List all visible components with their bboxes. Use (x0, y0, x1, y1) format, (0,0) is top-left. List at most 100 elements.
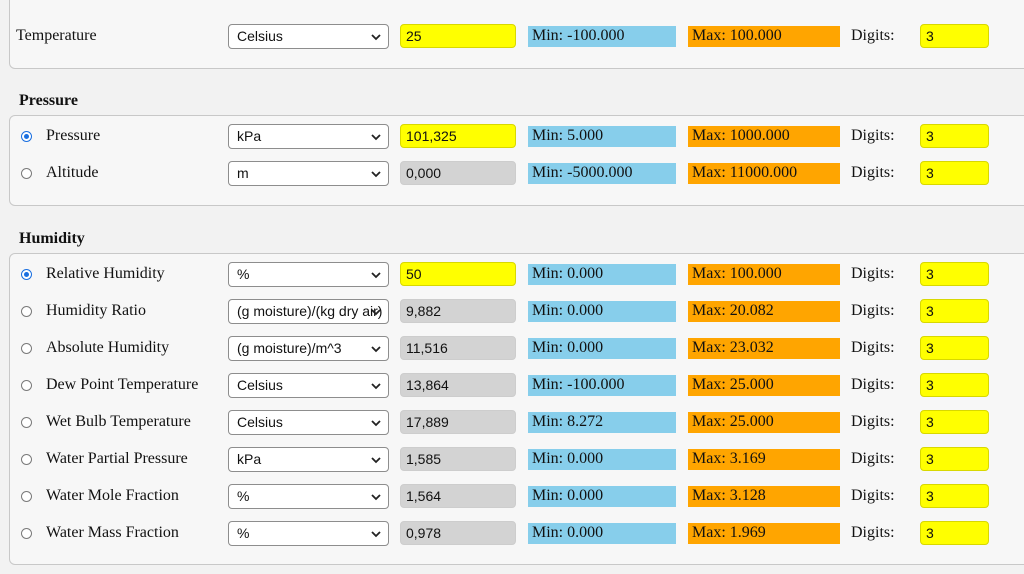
wet-bulb-temperature-digits-input[interactable]: 3 (920, 410, 989, 434)
pressure-value-input[interactable]: 101,325 (400, 124, 516, 148)
temperature-group (9, 0, 1024, 69)
pressure-max: Max: 1000.000 (688, 126, 840, 147)
water-partial-pressure-unit-value: kPa (237, 451, 262, 467)
wet-bulb-temperature-max: Max: 25.000 (688, 412, 840, 433)
water-mass-fraction-radio[interactable] (21, 528, 32, 539)
pressure-digits-input[interactable]: 3 (920, 124, 989, 148)
temperature-unit-value: Celsius (237, 28, 283, 44)
relative-humidity-label: Relative Humidity (46, 265, 165, 282)
pressure-label: Pressure (46, 127, 101, 144)
wet-bulb-temperature-radio[interactable] (21, 417, 32, 428)
dew-point-temperature-row: Dew Point Temperature Celsius 13,864 Min: -… (0, 371, 1024, 401)
altitude-digits-label: Digits: (851, 164, 895, 181)
humidity-group (9, 253, 1024, 565)
water-partial-pressure-unit-select[interactable]: kPa (228, 447, 389, 472)
altitude-value-input: 0,000 (400, 161, 516, 185)
humidity-ratio-digits-input[interactable]: 3 (920, 299, 989, 323)
chevron-down-icon (371, 171, 381, 178)
pressure-radio[interactable] (21, 131, 32, 142)
pressure-min: Min: 5.000 (528, 126, 676, 147)
absolute-humidity-digits-label: Digits: (851, 339, 895, 356)
humidity-ratio-unit-select[interactable]: (g moisture)/(kg dry air) (228, 299, 389, 324)
water-mass-fraction-max: Max: 1.969 (688, 523, 840, 544)
dew-point-temperature-unit-value: Celsius (237, 377, 283, 393)
altitude-unit-value: m (237, 165, 249, 181)
pressure-group (9, 115, 1024, 206)
absolute-humidity-radio[interactable] (21, 343, 32, 354)
temperature-digits-label: Digits: (851, 27, 895, 44)
water-mole-fraction-row: Water Mole Fraction% 1,564 Min: 0.000 Max: … (0, 482, 1024, 512)
chevron-down-icon (371, 457, 381, 464)
water-partial-pressure-label: Water Partial Pressure (46, 450, 188, 467)
relative-humidity-min: Min: 0.000 (528, 264, 676, 285)
temperature-max: Max: 100.000 (688, 26, 840, 47)
water-mole-fraction-digits-input[interactable]: 3 (920, 484, 989, 508)
water-mole-fraction-max: Max: 3.128 (688, 486, 840, 507)
dew-point-temperature-unit-select[interactable]: Celsius (228, 373, 389, 398)
humidity-ratio-radio[interactable] (21, 306, 32, 317)
wet-bulb-temperature-value-input: 17,889 (400, 410, 516, 434)
temperature-digits-input[interactable]: 3 (920, 24, 989, 48)
pressure-unit-select[interactable]: kPa (228, 124, 389, 149)
chevron-down-icon (371, 134, 381, 141)
water-partial-pressure-max: Max: 3.169 (688, 449, 840, 470)
altitude-unit-select[interactable]: m (228, 161, 389, 186)
water-mole-fraction-digits-label: Digits: (851, 487, 895, 504)
water-mass-fraction-row: Water Mass Fraction% 0,978 Min: 0.000 Max: … (0, 519, 1024, 549)
temperature-value-input[interactable]: 25 (400, 24, 516, 48)
water-mass-fraction-min: Min: 0.000 (528, 523, 676, 544)
absolute-humidity-min: Min: 0.000 (528, 338, 676, 359)
pressure-row: Pressure kPa 101,325 Min: 5.000 Max: 1000.00… (0, 122, 1024, 152)
water-partial-pressure-min: Min: 0.000 (528, 449, 676, 470)
water-mole-fraction-min: Min: 0.000 (528, 486, 676, 507)
water-mass-fraction-unit-select[interactable]: % (228, 521, 389, 546)
relative-humidity-value-input[interactable]: 50 (400, 262, 516, 286)
humidity-ratio-max: Max: 20.082 (688, 301, 840, 322)
water-mass-fraction-digits-input[interactable]: 3 (920, 521, 989, 545)
water-mass-fraction-digits-label: Digits: (851, 524, 895, 541)
water-partial-pressure-radio[interactable] (21, 454, 32, 465)
chevron-down-icon (371, 383, 381, 390)
absolute-humidity-row: Absolute Humidity (g moisture)/m^3 11,516 M… (0, 334, 1024, 364)
humidity-section-title: Humidity (19, 230, 85, 247)
water-mole-fraction-label: Water Mole Fraction (46, 487, 179, 504)
absolute-humidity-unit-select[interactable]: (g moisture)/m^3 (228, 336, 389, 361)
temperature-unit-select[interactable]: Celsius (228, 24, 389, 49)
dew-point-temperature-digits-input[interactable]: 3 (920, 373, 989, 397)
dew-point-temperature-radio[interactable] (21, 380, 32, 391)
chevron-down-icon (371, 420, 381, 427)
wet-bulb-temperature-unit-select[interactable]: Celsius (228, 410, 389, 435)
wet-bulb-temperature-min: Min: 8.272 (528, 412, 676, 433)
dew-point-temperature-digits-label: Digits: (851, 376, 895, 393)
chevron-down-icon (371, 272, 381, 279)
temperature-label: Temperature (16, 27, 97, 44)
absolute-humidity-max: Max: 23.032 (688, 338, 840, 359)
water-partial-pressure-row: Water Partial Pressure kPa 1,585 Min: 0.000… (0, 445, 1024, 475)
pressure-unit-value: kPa (237, 128, 262, 144)
water-partial-pressure-digits-input[interactable]: 3 (920, 447, 989, 471)
water-mole-fraction-unit-select[interactable]: % (228, 484, 389, 509)
relative-humidity-radio[interactable] (21, 269, 32, 280)
relative-humidity-unit-select[interactable]: % (228, 262, 389, 287)
relative-humidity-digits-input[interactable]: 3 (920, 262, 989, 286)
chevron-down-icon (371, 494, 381, 501)
relative-humidity-unit-value: % (237, 266, 250, 282)
water-mass-fraction-value-input: 0,978 (400, 521, 516, 545)
chevron-down-icon (371, 531, 381, 538)
humidity-ratio-row: Humidity Ratio (g moisture)/(kg dry air) 9… (0, 297, 1024, 327)
wet-bulb-temperature-digits-label: Digits: (851, 413, 895, 430)
humidity-ratio-min: Min: 0.000 (528, 301, 676, 322)
absolute-humidity-digits-input[interactable]: 3 (920, 336, 989, 360)
altitude-radio[interactable] (21, 168, 32, 179)
water-mole-fraction-value-input: 1,564 (400, 484, 516, 508)
water-mass-fraction-label: Water Mass Fraction (46, 524, 179, 541)
water-mole-fraction-radio[interactable] (21, 491, 32, 502)
temperature-min: Min: -100.000 (528, 26, 676, 47)
wet-bulb-temperature-row: Wet Bulb Temperature Celsius 17,889 Min: 8.… (0, 408, 1024, 438)
altitude-label: Altitude (46, 164, 99, 181)
humidity-ratio-digits-label: Digits: (851, 302, 895, 319)
relative-humidity-row: Relative Humidity% 50 Min: 0.000 Max: 100.0… (0, 260, 1024, 290)
water-mass-fraction-unit-value: % (237, 525, 250, 541)
dew-point-temperature-value-input: 13,864 (400, 373, 516, 397)
altitude-digits-input[interactable]: 3 (920, 161, 989, 185)
